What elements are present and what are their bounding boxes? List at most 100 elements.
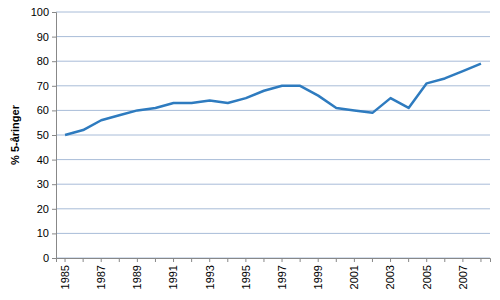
- x-tick-label: 1985: [59, 265, 71, 289]
- y-tick-label: 30: [37, 178, 49, 190]
- y-tick-label: 60: [37, 104, 49, 116]
- x-tick-mark: [101, 258, 102, 262]
- y-tick-label: 0: [43, 252, 49, 264]
- x-tick-label: 2003: [384, 265, 396, 289]
- y-tick: 20: [37, 203, 56, 215]
- plot: 0102030405060708090100198519871989199119…: [31, 6, 491, 289]
- x-tick-mark: [408, 258, 409, 262]
- y-tick: 0: [43, 252, 56, 264]
- grid-line: [56, 12, 490, 13]
- x-tick-label: 2005: [421, 265, 433, 289]
- y-tick-mark: [52, 135, 56, 136]
- x-tick-mark: [318, 258, 319, 262]
- x-tick: 2007: [457, 258, 469, 289]
- marks: [65, 64, 481, 135]
- x-tick: [372, 258, 373, 262]
- x-tick: [300, 258, 301, 262]
- x-tick: [444, 258, 445, 262]
- y-tick: 60: [37, 104, 56, 116]
- grid-line: [56, 135, 490, 136]
- x-tick-label: 1991: [167, 265, 179, 289]
- x-tick: [480, 258, 481, 262]
- x-tick: [191, 258, 192, 262]
- x-tick-mark: [444, 258, 445, 262]
- y-axis: 0 10 20 30 40 50 60 70 80 90 100: [31, 6, 57, 264]
- x-axis: 1985 1987 1989 1991 1993 1995 1997 1999 2001 2003…: [57, 258, 491, 289]
- y-tick-mark: [52, 110, 56, 111]
- y-tick-mark: [52, 37, 56, 38]
- x-tick-label: 1995: [240, 265, 252, 289]
- y-tick-mark: [52, 184, 56, 185]
- grid-line: [56, 208, 490, 209]
- x-tick-mark: [209, 258, 210, 262]
- x-tick: 1995: [240, 258, 252, 289]
- x-tick-mark: [480, 258, 481, 262]
- x-tick: 2005: [421, 258, 433, 289]
- x-tick-mark: [65, 258, 66, 262]
- grid-line: [56, 184, 490, 185]
- y-tick-mark: [52, 86, 56, 87]
- y-axis-title: % 5-åringer: [9, 104, 21, 165]
- y-tick-label: 70: [37, 80, 49, 92]
- grid-line: [56, 36, 490, 37]
- y-tick-mark: [52, 258, 56, 259]
- y-tick: 70: [37, 80, 56, 92]
- y-tick-label: 100: [31, 6, 49, 18]
- y-tick: 40: [37, 154, 56, 166]
- x-tick: 1997: [276, 258, 288, 289]
- x-tick-mark: [227, 258, 228, 262]
- x-tick: 2003: [384, 258, 396, 289]
- x-tick: 1991: [167, 258, 179, 289]
- x-tick-label: 2001: [348, 265, 360, 289]
- x-tick: [408, 258, 409, 262]
- x-tick-mark: [137, 258, 138, 262]
- y-tick-label: 10: [37, 227, 49, 239]
- grid-line: [56, 110, 490, 111]
- y-axis-line: [52, 13, 57, 259]
- x-tick-label: 1987: [95, 265, 107, 289]
- y-tick: 100: [31, 6, 56, 18]
- x-tick: [263, 258, 264, 262]
- x-tick-mark: [173, 258, 174, 262]
- x-tick: 1993: [204, 258, 216, 289]
- y-tick: 90: [37, 31, 56, 43]
- y-tick: 10: [37, 227, 56, 239]
- x-tick-mark: [155, 258, 156, 262]
- x-tick: 2001: [348, 258, 360, 289]
- x-tick: [119, 258, 120, 262]
- x-tick-label: 1989: [131, 265, 143, 289]
- y-tick-mark: [52, 233, 56, 234]
- x-tick-label: 1997: [276, 265, 288, 289]
- y-tick-label: 20: [37, 203, 49, 215]
- x-tick-label: 1999: [312, 265, 324, 289]
- y-tick-mark: [52, 61, 56, 62]
- grid-line: [56, 233, 490, 234]
- x-tick-mark: [191, 258, 192, 262]
- x-tick-mark: [245, 258, 246, 262]
- x-tick: [227, 258, 228, 262]
- grid-line: [56, 61, 490, 62]
- x-tick-mark: [426, 258, 427, 262]
- grid-line: [56, 159, 490, 160]
- x-tick: 1985: [59, 258, 71, 289]
- x-tick-mark: [119, 258, 120, 262]
- x-tick-mark: [263, 258, 264, 262]
- y-tick-mark: [52, 209, 56, 210]
- grid: [56, 12, 490, 258]
- y-tick: 30: [37, 178, 56, 190]
- x-tick-mark: [282, 258, 283, 262]
- x-tick: 1989: [131, 258, 143, 289]
- y-tick-label: 80: [37, 55, 49, 67]
- x-tick-label: 1993: [204, 265, 216, 289]
- y-tick-mark: [52, 160, 56, 161]
- x-tick-mark: [83, 258, 84, 262]
- x-tick-mark: [354, 258, 355, 262]
- x-tick-label: 2007: [457, 265, 469, 289]
- y-tick-label: 50: [37, 129, 49, 141]
- x-tick-mark: [372, 258, 373, 262]
- y-tick: 80: [37, 55, 56, 67]
- y-tick-label: 40: [37, 154, 49, 166]
- x-tick: 1987: [95, 258, 107, 289]
- x-axis-line: [57, 259, 491, 263]
- y-tick-label: 90: [37, 31, 49, 43]
